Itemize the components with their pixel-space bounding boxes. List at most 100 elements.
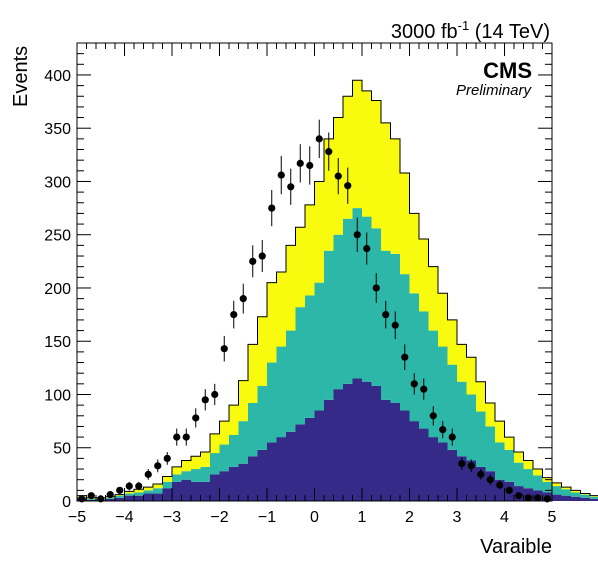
stack-top-bar bbox=[371, 100, 381, 229]
stack-bottom-bar bbox=[381, 399, 391, 501]
stack-top-bar bbox=[533, 469, 543, 476]
y-axis-title: Events bbox=[10, 46, 32, 107]
stack-middle-bar bbox=[248, 403, 258, 457]
data-point bbox=[116, 486, 124, 494]
x-tick-label: 1 bbox=[358, 509, 367, 526]
stack-top-bar bbox=[153, 483, 163, 489]
y-tick-label: 100 bbox=[44, 387, 71, 404]
data-point bbox=[325, 148, 333, 156]
stack-bottom-bar bbox=[466, 460, 476, 501]
data-points bbox=[78, 119, 551, 503]
stack-middle-bar bbox=[552, 486, 562, 495]
stack-bottom-bar bbox=[552, 494, 562, 501]
data-point bbox=[268, 204, 276, 212]
stack-top-bar bbox=[229, 405, 239, 435]
stack-top-bar bbox=[343, 96, 353, 219]
stack-top-bar bbox=[238, 380, 248, 422]
stack-bottom-bar bbox=[162, 488, 172, 501]
stack-middle-bar bbox=[438, 346, 448, 443]
stack-bottom-bar bbox=[115, 497, 125, 501]
data-point bbox=[163, 454, 171, 462]
data-point bbox=[296, 159, 304, 167]
stack-bottom-bar bbox=[476, 466, 486, 501]
stack-middle-bar bbox=[172, 474, 182, 482]
y-tick-label: 400 bbox=[44, 68, 71, 85]
stack-top-bar bbox=[514, 452, 524, 463]
stack-top-bar bbox=[400, 172, 410, 275]
x-tick-label: 5 bbox=[548, 509, 557, 526]
stack-top-bar bbox=[248, 344, 258, 404]
stack-bottom-bar bbox=[238, 463, 248, 501]
y-tick-label: 200 bbox=[44, 281, 71, 298]
stack-middle-bar bbox=[134, 492, 144, 496]
stack-bottom-bar bbox=[324, 399, 334, 501]
stack-bottom-bar bbox=[485, 471, 495, 501]
stack-bottom-bar bbox=[257, 449, 267, 501]
data-point bbox=[344, 182, 352, 190]
stack-bottom-bar bbox=[390, 403, 400, 501]
data-point bbox=[505, 486, 513, 494]
data-point bbox=[486, 476, 494, 484]
stack-middle-bar bbox=[267, 362, 277, 443]
stack-top-bar bbox=[580, 493, 590, 495]
stack-top-bar bbox=[390, 138, 400, 254]
stack-middle-bar bbox=[333, 234, 343, 390]
stack-bottom-bar bbox=[105, 498, 115, 501]
data-point bbox=[249, 257, 257, 265]
stack-middle-bar bbox=[115, 495, 125, 498]
stack-middle-bar bbox=[305, 295, 315, 418]
data-point bbox=[334, 172, 342, 180]
stack-top-bar bbox=[305, 204, 315, 296]
stack-middle-bar bbox=[533, 475, 543, 491]
stack-bottom-bar bbox=[124, 495, 134, 501]
stack-bottom-bar bbox=[447, 449, 457, 501]
stack-bottom-bar bbox=[362, 381, 372, 501]
data-point bbox=[144, 470, 152, 478]
data-point bbox=[439, 426, 447, 434]
stack-bottom-bar bbox=[295, 424, 305, 501]
stack-bottom-bar bbox=[191, 481, 201, 501]
stack-top-bar bbox=[523, 460, 533, 470]
stack-middle-bar bbox=[476, 411, 486, 467]
data-point bbox=[87, 492, 95, 500]
y-tick-label: 350 bbox=[44, 121, 71, 138]
stack-top-bar bbox=[210, 433, 220, 454]
data-point bbox=[211, 390, 219, 399]
x-tick-label: 4 bbox=[500, 509, 509, 526]
stack-top-bar bbox=[504, 437, 514, 450]
data-point bbox=[201, 396, 209, 404]
y-tick-label: 300 bbox=[44, 174, 71, 191]
y-tick-label: 250 bbox=[44, 228, 71, 245]
stack-bottom-bar bbox=[172, 481, 182, 501]
stack-top-bar bbox=[181, 460, 191, 472]
data-point bbox=[315, 135, 323, 143]
stack-middle-bar bbox=[191, 469, 201, 482]
stack-middle-bar bbox=[324, 250, 334, 400]
status-label: Preliminary bbox=[456, 82, 533, 99]
stack-middle-bar bbox=[286, 330, 296, 432]
stack-middle-bar bbox=[314, 282, 324, 411]
stack-top-bar bbox=[590, 495, 598, 497]
stack-middle-bar bbox=[504, 449, 514, 482]
stack-bottom-bar bbox=[457, 456, 467, 501]
data-point bbox=[534, 494, 542, 502]
stack-top-bar bbox=[552, 482, 562, 487]
stack-bottom-bar bbox=[267, 442, 277, 501]
data-point bbox=[135, 482, 143, 490]
x-tick-label: 2 bbox=[405, 509, 414, 526]
stack-top-bar bbox=[324, 138, 334, 251]
stack-top-bar bbox=[172, 466, 182, 475]
stack-top-bar bbox=[257, 316, 267, 386]
stack-top-bar bbox=[219, 421, 229, 445]
stack-middle-bar bbox=[495, 442, 505, 480]
stack-top-bar bbox=[485, 403, 495, 427]
x-tick-label: 3 bbox=[453, 509, 462, 526]
x-axis-title: Varaible bbox=[480, 536, 552, 558]
stack-top-bar bbox=[134, 489, 144, 493]
stack-bottom-bar bbox=[314, 410, 324, 501]
stack-bottom-bar bbox=[371, 385, 381, 501]
stack-middle-bar bbox=[466, 394, 476, 461]
stack-middle-bar bbox=[514, 462, 524, 487]
stack-middle-bar bbox=[428, 330, 438, 438]
stack-middle-bar bbox=[162, 481, 172, 489]
